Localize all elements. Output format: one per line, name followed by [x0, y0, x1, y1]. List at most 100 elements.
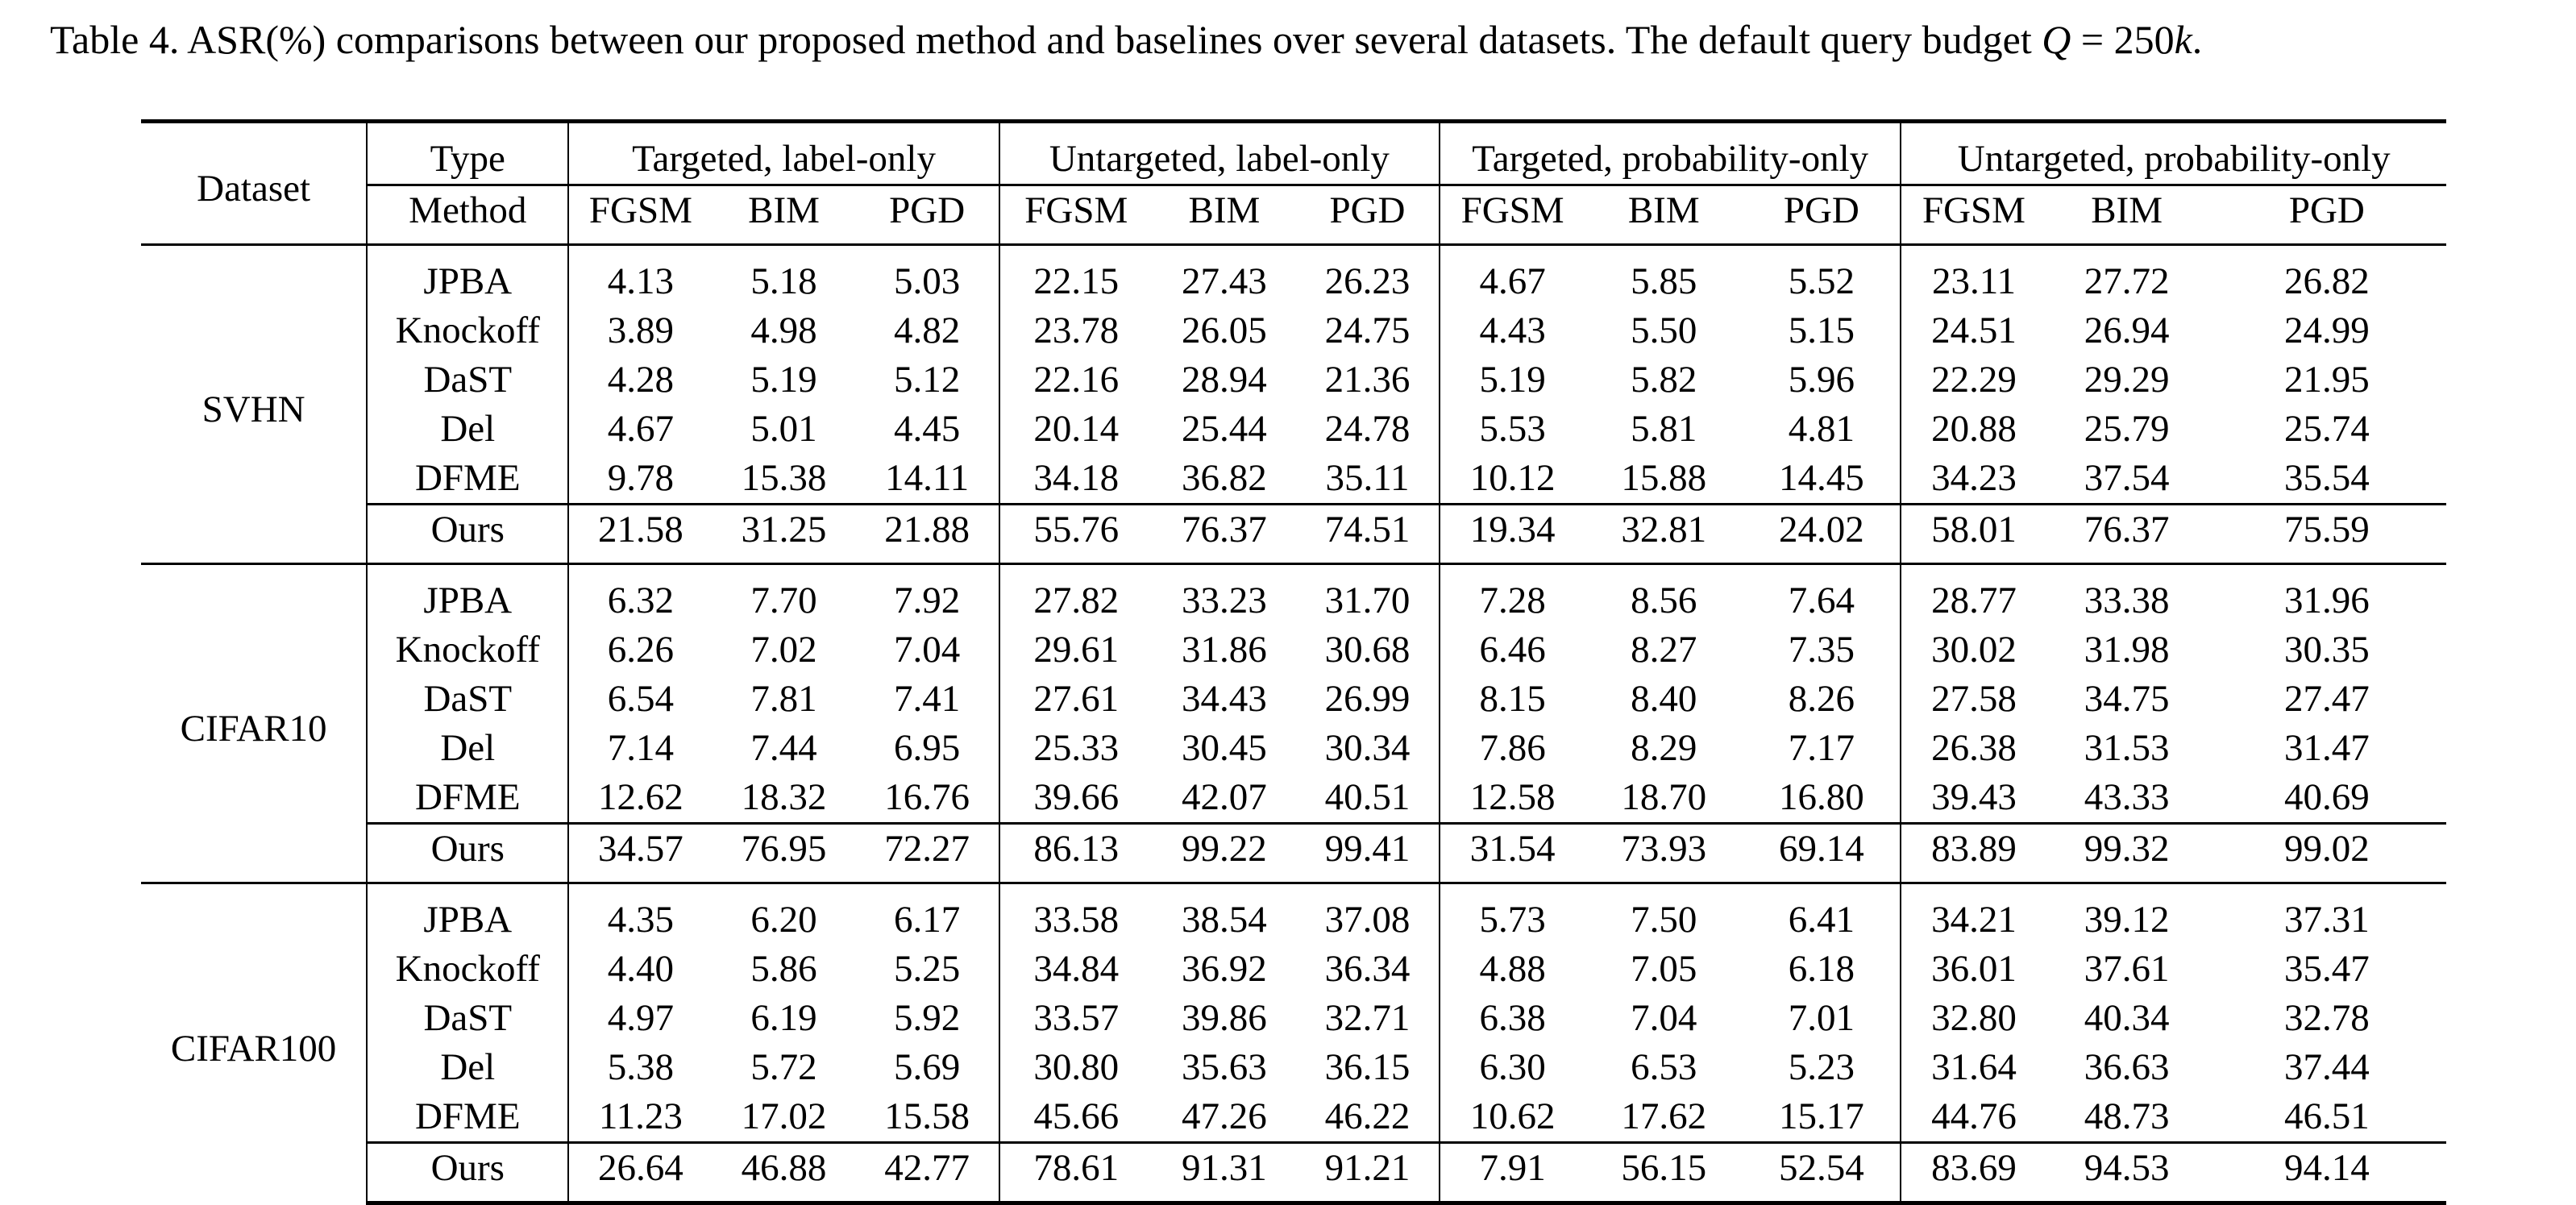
asr-value: 6.26: [567, 625, 713, 675]
table-row: Del 5.38 5.72 5.69 30.80 35.63 36.15 6.30 6.53 5.…: [141, 1043, 2446, 1092]
asr-value: 35.47: [2283, 948, 2370, 990]
header-attack: BIM: [1585, 184, 1743, 245]
asr-value: 42.07: [1181, 776, 1267, 818]
asr-value: 33.23: [1152, 563, 1296, 625]
table-row: Ours 26.64 46.88 42.77 78.61 91.31 91.21 7.91 56…: [141, 1141, 2446, 1205]
asr-value: 37.31: [2207, 882, 2446, 945]
asr-value: 27.47: [2283, 678, 2370, 720]
asr-value: 25.79: [2084, 408, 2170, 450]
asr-value: 30.35: [2283, 629, 2370, 671]
asr-value: 26.99: [1324, 678, 1411, 720]
asr-value: 40.51: [1324, 776, 1411, 818]
asr-value: 33.38: [2046, 563, 2208, 625]
asr-value: 76.37: [2046, 503, 2208, 564]
asr-value: 4.13: [567, 243, 713, 306]
method-name: DFME: [366, 1092, 569, 1143]
asr-value: 15.58: [884, 1095, 970, 1137]
asr-value: 52.54: [1743, 1141, 1901, 1205]
asr-value: 4.82: [894, 310, 961, 351]
asr-value: 35.63: [1181, 1046, 1267, 1088]
asr-value: 76.37: [1152, 503, 1296, 564]
asr-value: 32.78: [2283, 997, 2370, 1039]
asr-value: 5.69: [894, 1046, 961, 1088]
asr-value: 5.50: [1631, 310, 1697, 351]
asr-value: 5.23: [1788, 1046, 1855, 1088]
asr-value: 35.54: [2283, 457, 2370, 499]
header-group-untargeted-label-only: Untargeted, label-only: [998, 119, 1440, 185]
asr-value: 94.53: [2046, 1141, 2208, 1205]
asr-value: 21.58: [567, 503, 713, 564]
asr-value: 5.01: [750, 408, 817, 450]
asr-value: 44.76: [1900, 1092, 2046, 1143]
asr-value: 39.43: [1900, 773, 2046, 824]
method-name: Knockoff: [366, 945, 569, 994]
table-row: DaST 4.28 5.19 5.12 22.16 28.94 21.36 5.19 5.82 5…: [141, 355, 2446, 405]
asr-value: 27.43: [1152, 243, 1296, 306]
table-row: DFME 12.62 18.32 16.76 39.66 42.07 40.51 12.58 1…: [141, 773, 2446, 824]
asr-value: 4.98: [750, 310, 817, 351]
asr-value: 6.30: [1439, 1043, 1585, 1092]
method-name: Knockoff: [366, 306, 569, 355]
table-row: Knockoff 4.40 5.86 5.25 34.84 36.92 36.34 4.88 7…: [141, 945, 2446, 994]
asr-value: 5.82: [1631, 359, 1697, 401]
asr-value: 58.01: [1900, 503, 2046, 564]
header-type: Type: [366, 119, 569, 185]
asr-value: 94.14: [2207, 1141, 2446, 1205]
asr-value: 4.45: [894, 408, 961, 450]
asr-value: 7.28: [1439, 563, 1585, 625]
asr-value: 37.44: [2283, 1046, 2370, 1088]
asr-value: 26.23: [1295, 243, 1440, 306]
asr-value: 5.52: [1743, 243, 1901, 306]
asr-value: 31.53: [2084, 727, 2170, 769]
header-dataset: Dataset: [141, 119, 368, 245]
caption-prefix: Table 4. ASR(%) comparisons between our …: [50, 17, 2042, 62]
table-row: Ours 21.58 31.25 21.88 55.76 76.37 74.51 19.34 3…: [141, 503, 2446, 564]
asr-value: 5.38: [567, 1043, 713, 1092]
asr-value: 8.27: [1631, 629, 1697, 671]
asr-value: 26.64: [567, 1141, 713, 1205]
asr-value: 29.29: [2084, 359, 2170, 401]
asr-value: 26.05: [1181, 310, 1267, 351]
asr-value: 99.32: [2046, 822, 2208, 883]
asr-value: 7.04: [1631, 997, 1697, 1039]
asr-value: 16.80: [1778, 776, 1864, 818]
table-row: Del 7.14 7.44 6.95 25.33 30.45 30.34 7.86 8.29 7.…: [141, 724, 2446, 773]
asr-value: 5.85: [1585, 243, 1743, 306]
asr-value: 35.11: [1325, 457, 1410, 499]
asr-value: 7.17: [1788, 727, 1855, 769]
caption-suffix: .: [2192, 17, 2203, 62]
table-row: DFME 9.78 15.38 14.11 34.18 36.82 35.11 10.12 15…: [141, 454, 2446, 505]
asr-value: 30.68: [1324, 629, 1411, 671]
asr-value: 47.26: [1181, 1095, 1267, 1137]
asr-value: 8.29: [1631, 727, 1697, 769]
table-row: DFME 11.23 17.02 15.58 45.66 47.26 46.22 10.62 1…: [141, 1092, 2446, 1143]
dataset-name: CIFAR10: [141, 563, 368, 883]
asr-value: 30.34: [1324, 727, 1411, 769]
table-row: Knockoff 6.26 7.02 7.04 29.61 31.86 30.68 6.46 8…: [141, 625, 2446, 675]
asr-value: 25.44: [1181, 408, 1267, 450]
method-name: JPBA: [366, 882, 569, 945]
asr-value: 21.36: [1324, 359, 1411, 401]
method-name: Del: [366, 405, 569, 454]
method-name: DaST: [366, 994, 569, 1043]
asr-value: 78.61: [998, 1141, 1153, 1205]
asr-value: 24.78: [1324, 408, 1411, 450]
asr-value: 36.15: [1324, 1046, 1411, 1088]
asr-value: 39.12: [2046, 882, 2208, 945]
asr-value: 36.63: [2084, 1046, 2170, 1088]
header-row-attacks: Method FGSM BIM PGD FGSM BIM PGD FGSM BI…: [141, 184, 2446, 245]
asr-value: 5.19: [750, 359, 817, 401]
asr-value: 31.25: [712, 503, 856, 564]
asr-value: 24.75: [1324, 310, 1411, 351]
asr-value: 31.96: [2207, 563, 2446, 625]
asr-value: 7.04: [894, 629, 961, 671]
asr-value: 6.46: [1439, 625, 1585, 675]
asr-value: 40.34: [2084, 997, 2170, 1039]
table-body: SVHN JPBA 4.13 5.18 5.03 22.15 27.43 26.23 4.67 5…: [141, 243, 2446, 1205]
table-row: Del 4.67 5.01 4.45 20.14 25.44 24.78 5.53 5.81 4.…: [141, 405, 2446, 454]
asr-value: 7.64: [1743, 563, 1901, 625]
table-row: DaST 6.54 7.81 7.41 27.61 34.43 26.99 8.15 8.40 8…: [141, 675, 2446, 724]
asr-value: 15.88: [1621, 457, 1707, 499]
header-attack: PGD: [1295, 184, 1440, 245]
asr-value: 33.57: [998, 994, 1153, 1043]
